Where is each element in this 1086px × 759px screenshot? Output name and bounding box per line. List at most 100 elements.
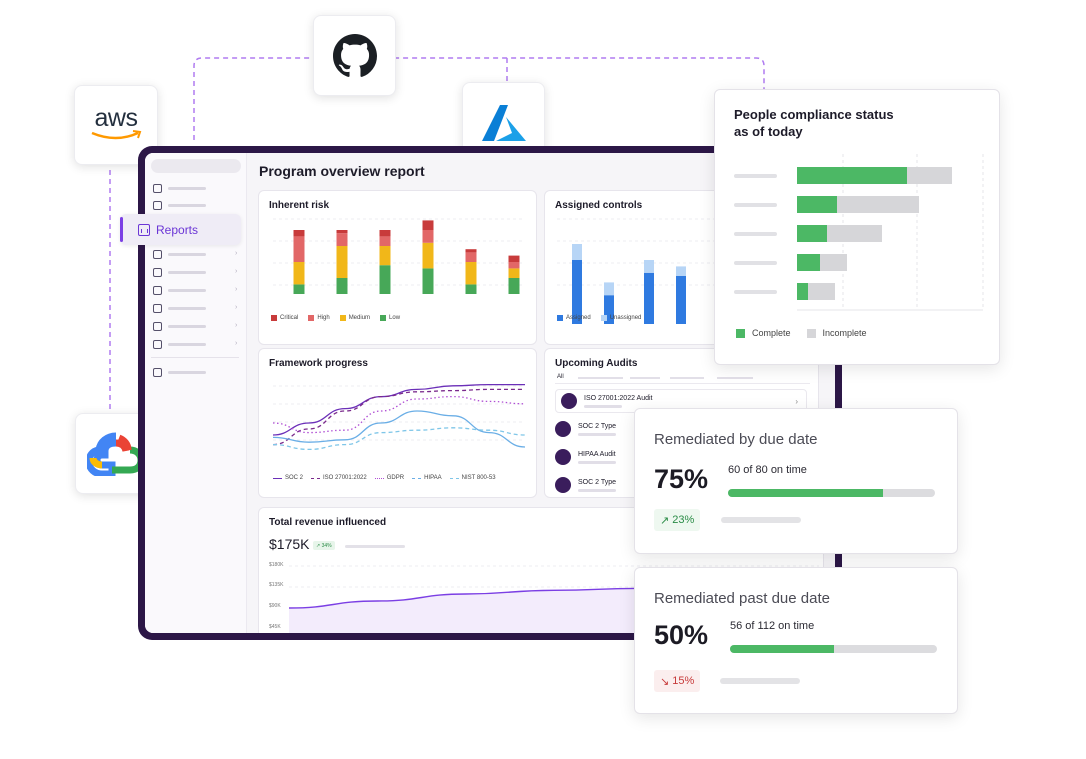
tab-divider xyxy=(555,383,810,384)
risk-bar-segment xyxy=(465,249,477,253)
home-icon xyxy=(153,183,162,193)
sidebar-item-database[interactable]: › xyxy=(153,303,237,313)
row-label-placeholder xyxy=(734,203,777,207)
legend-incomplete: Incomplete xyxy=(806,328,867,338)
sidebar-search-input[interactable] xyxy=(151,159,241,173)
risk-bar-segment xyxy=(422,268,434,294)
remediated-past-percent: 50% xyxy=(654,620,709,650)
sidebar-item-users[interactable]: › xyxy=(153,339,237,349)
github-logo-icon xyxy=(332,33,377,77)
legend-critical: Critical xyxy=(271,315,298,321)
people-bar-segment xyxy=(797,196,837,213)
risk-bar-segment xyxy=(465,262,477,285)
people-compliance-card: People compliance status as of today Com… xyxy=(714,89,1000,365)
progress-fill xyxy=(730,645,834,653)
assigned-bar-segment xyxy=(604,295,614,324)
audit-icon xyxy=(561,393,577,409)
inherent-risk-chart xyxy=(273,218,525,294)
tab-all[interactable]: All xyxy=(557,374,564,380)
legend-unassigned: Unassigned xyxy=(600,315,641,321)
clipboard-icon xyxy=(153,249,162,259)
sidebar-item-home[interactable] xyxy=(153,183,206,193)
risk-bar-segment xyxy=(293,230,305,237)
sidebar-item-list[interactable] xyxy=(153,200,206,210)
google-cloud-logo-icon xyxy=(87,432,145,476)
remediated-past-detail: 56 of 112 on time xyxy=(730,620,815,632)
assigned-controls-chart xyxy=(557,218,745,324)
remediated-due-title: Remediated by due date xyxy=(654,431,818,448)
risk-bar-segment xyxy=(422,230,434,243)
assigned-controls-legend: Assigned Unassigned xyxy=(557,315,641,321)
legend-iso: ISO 27001:2022 xyxy=(311,475,367,481)
assigned-bar-segment xyxy=(644,272,654,324)
sidebar-item-monitor[interactable]: › xyxy=(153,321,237,331)
reports-icon xyxy=(138,223,150,236)
sidebar-item-integrations[interactable] xyxy=(153,367,206,377)
remediated-past-delta: ↘ 15% xyxy=(654,670,701,692)
people-compliance-title: People compliance status as of today xyxy=(734,107,894,139)
inherent-risk-panel: Inherent risk Critical High Medium Low xyxy=(258,190,537,345)
azure-logo-icon xyxy=(481,105,526,141)
risk-bar-segment xyxy=(465,252,477,262)
framework-series-line xyxy=(272,427,526,451)
risk-bar-segment xyxy=(336,278,348,294)
remediated-past-progress xyxy=(730,645,937,653)
remediated-due-delta: ↗ 23% xyxy=(654,509,701,531)
tab-placeholder[interactable] xyxy=(578,377,623,379)
remediated-due-detail: 60 of 80 on time xyxy=(728,464,807,476)
legend-soc2: SOC 2 xyxy=(273,475,303,481)
remediated-due-card: Remediated by due date 75% 60 of 80 on t… xyxy=(634,408,958,554)
y-tick-label: $135K xyxy=(269,582,284,588)
database-icon xyxy=(153,303,162,313)
people-bar-segment xyxy=(837,196,919,213)
assigned-bar-segment xyxy=(676,276,686,324)
people-bar-segment xyxy=(797,167,907,184)
list-item[interactable]: SOC 2 Type xyxy=(555,417,616,441)
sidebar-divider xyxy=(151,357,239,358)
risk-bar-segment xyxy=(293,236,305,262)
audit-icon xyxy=(555,449,571,465)
framework-series-line xyxy=(272,388,525,446)
row-label-placeholder xyxy=(734,290,777,294)
risk-bar-segment xyxy=(379,246,391,266)
audit-icon xyxy=(555,421,571,437)
people-compliance-legend: Complete Incomplete xyxy=(736,328,867,338)
y-tick-label: $180K xyxy=(269,562,284,568)
remediated-due-progress xyxy=(728,489,935,497)
sidebar-item-shield[interactable]: › xyxy=(153,267,237,277)
risk-bar-segment xyxy=(336,233,348,246)
shield-icon xyxy=(153,267,162,277)
chevron-right-icon: › xyxy=(795,396,798,406)
tab-placeholder[interactable] xyxy=(630,377,660,379)
framework-progress-panel: Framework progress SOC 2 ISO 27001:2022 … xyxy=(258,348,537,498)
sidebar-item-book[interactable]: › xyxy=(153,285,237,295)
revenue-value: $175K xyxy=(269,536,310,552)
people-bar-segment xyxy=(797,254,820,271)
aws-logo-icon: aws xyxy=(86,105,146,145)
framework-progress-legend: SOC 2 ISO 27001:2022 GDPR HIPAA NIST 800… xyxy=(273,475,496,481)
legend-complete: Complete xyxy=(736,328,791,338)
risk-bar-segment xyxy=(379,265,391,294)
users-icon xyxy=(153,339,162,349)
risk-bar-segment xyxy=(465,284,477,294)
risk-bar-segment xyxy=(508,262,520,269)
assigned-controls-title: Assigned controls xyxy=(555,200,643,211)
risk-bar-segment xyxy=(336,230,348,234)
sidebar-item-clipboard[interactable]: › xyxy=(153,249,237,259)
github-logo-card xyxy=(313,15,396,96)
assigned-bar-segment xyxy=(572,244,582,260)
tab-placeholder[interactable] xyxy=(717,377,753,379)
legend-high: High xyxy=(308,315,330,321)
risk-bar-segment xyxy=(508,255,520,262)
list-item[interactable]: SOC 2 Type xyxy=(555,473,616,497)
sidebar-item-reports[interactable]: Reports xyxy=(120,214,241,245)
revenue-delta-badge: ↗ 34% xyxy=(313,541,335,550)
framework-series-line xyxy=(272,410,526,448)
placeholder-bar xyxy=(721,517,801,523)
assigned-bar-segment xyxy=(604,282,614,296)
sidebar-item-label: Reports xyxy=(156,222,199,237)
tab-placeholder[interactable] xyxy=(670,377,704,379)
list-item[interactable]: HIPAA Audit xyxy=(555,445,616,469)
risk-bar-segment xyxy=(422,242,434,269)
people-compliance-chart xyxy=(734,154,984,311)
